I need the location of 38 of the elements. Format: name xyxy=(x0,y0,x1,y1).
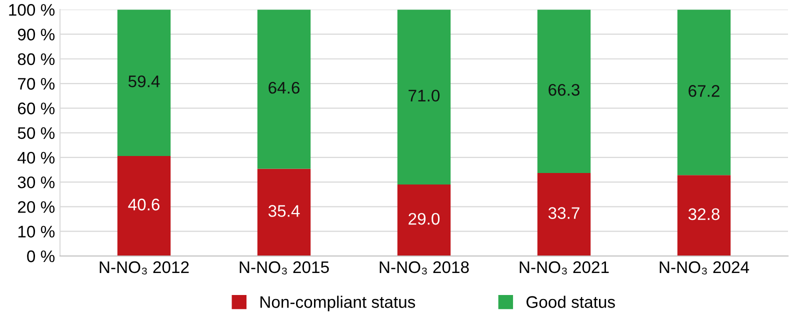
x-tick-label: N-NO₃ 2024 xyxy=(660,261,750,274)
data-label: 66.3 xyxy=(548,84,580,96)
bar xyxy=(677,175,731,256)
y-tick-label: 10 % xyxy=(18,226,55,238)
data-label: 33.7 xyxy=(548,207,580,219)
data-label: 64.6 xyxy=(268,82,300,94)
bar xyxy=(677,10,731,176)
y-tick-label: 50 % xyxy=(18,127,55,140)
y-tick-label: 30 % xyxy=(18,176,55,188)
x-tick-label: N-NO₃ 2021 xyxy=(520,261,609,274)
data-label: 35.4 xyxy=(268,205,300,217)
bar xyxy=(257,10,311,169)
bar xyxy=(397,184,451,256)
x-tick-label: N-NO₃ 2018 xyxy=(380,261,469,274)
y-tick-label: 20 % xyxy=(18,201,55,213)
y-tick-label: 60 % xyxy=(18,102,55,114)
x-tick-label: N-NO₃ 2015 xyxy=(240,261,329,274)
bar xyxy=(537,172,591,256)
data-label: 59.4 xyxy=(128,75,160,88)
data-label: 71.0 xyxy=(408,90,440,102)
bar xyxy=(117,10,171,156)
y-tick-label: 90 % xyxy=(18,28,55,40)
y-tick-label: 70 % xyxy=(18,78,55,90)
y-tick-label: 100 % xyxy=(9,4,55,16)
bar xyxy=(397,10,451,185)
data-label: 67.2 xyxy=(688,85,720,97)
bar xyxy=(537,10,591,173)
data-label: 32.8 xyxy=(688,208,720,220)
legend-label: Non-compliant status xyxy=(260,296,416,312)
legend-label: Good status xyxy=(526,296,615,308)
bar xyxy=(117,156,171,256)
y-tick-label: 0 % xyxy=(27,250,55,262)
y-tick-label: 80 % xyxy=(18,53,55,66)
x-tick-label: N-NO₃ 2012 xyxy=(100,261,189,274)
bar xyxy=(257,168,311,256)
data-label: 40.6 xyxy=(128,198,160,210)
data-label: 29.0 xyxy=(408,212,440,225)
y-tick-label: 40 % xyxy=(18,152,55,164)
